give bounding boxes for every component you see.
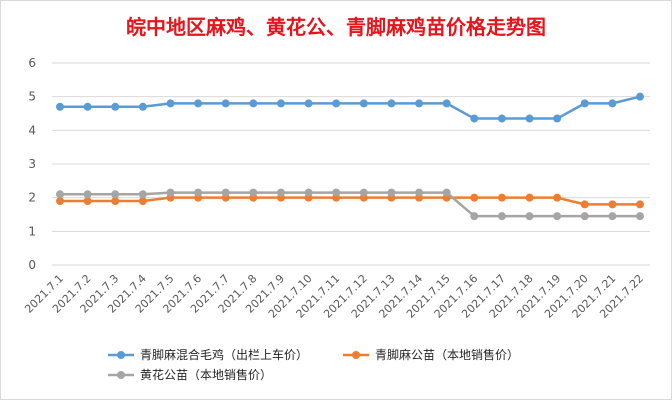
data-point (359, 99, 368, 108)
data-point (497, 193, 506, 202)
data-point (166, 99, 175, 108)
legend-label: 青脚麻公苗（本地销售价） (375, 347, 519, 362)
legend-item: 黄花公苗（本地销售价） (108, 367, 272, 382)
y-tick-label: 2 (28, 191, 36, 205)
y-tick-label: 5 (28, 90, 36, 104)
data-point (470, 193, 479, 202)
data-point (387, 188, 396, 197)
data-point (56, 197, 64, 206)
legend-swatch-marker (117, 371, 125, 379)
data-point (194, 188, 203, 197)
data-point (138, 102, 147, 111)
data-point (553, 212, 562, 221)
data-point (111, 197, 120, 206)
data-point (387, 99, 396, 108)
data-point (304, 188, 313, 197)
legend-label: 青脚麻混合毛鸡（出栏上车价） (140, 347, 308, 362)
data-point (470, 212, 479, 221)
legend-swatch-marker (117, 351, 125, 359)
data-point (580, 99, 589, 108)
data-point (580, 200, 589, 209)
data-point (442, 99, 451, 108)
data-point (497, 212, 506, 221)
data-point (442, 188, 451, 197)
data-point (111, 190, 120, 199)
data-point (415, 188, 424, 197)
data-point (553, 114, 562, 123)
data-point (276, 188, 285, 197)
legend-item: 青脚麻混合毛鸡（出栏上车价） (108, 347, 308, 362)
data-point (194, 99, 203, 108)
data-point (525, 114, 534, 123)
data-point (608, 99, 617, 108)
y-tick-label: 1 (28, 224, 36, 238)
data-point (470, 114, 479, 123)
data-point (580, 212, 589, 221)
data-point (608, 200, 617, 209)
legend: 青脚麻混合毛鸡（出栏上车价） 青脚麻公苗（本地销售价） 黄花公苗（本地销售价） (108, 347, 519, 382)
data-point (304, 99, 313, 108)
data-point (636, 212, 644, 221)
data-point (359, 188, 368, 197)
series-line (60, 196, 640, 206)
series-line (60, 191, 640, 218)
data-point (111, 102, 120, 111)
chart-title: 皖中地区麻鸡、黄花公、青脚麻鸡苗价格走势图 (126, 15, 546, 39)
data-point (636, 200, 644, 209)
legend-item: 青脚麻公苗（本地销售价） (343, 347, 519, 362)
data-point (166, 188, 175, 197)
series-line (60, 95, 641, 120)
data-point (553, 193, 562, 202)
data-point (608, 212, 617, 221)
legend-swatch-marker (352, 351, 360, 359)
data-point (497, 114, 506, 123)
data-point (83, 197, 92, 206)
data-point (221, 99, 230, 108)
data-point (636, 92, 644, 101)
data-point (415, 99, 424, 108)
y-tick-label: 4 (28, 123, 36, 137)
data-point (332, 188, 341, 197)
data-point (525, 193, 534, 202)
data-point (56, 102, 64, 111)
data-point (138, 197, 147, 206)
data-point (332, 99, 341, 108)
grid-layer (52, 62, 650, 266)
series-3 (56, 188, 644, 221)
y-tick-label: 6 (28, 56, 36, 70)
data-point (56, 190, 64, 199)
data-point (525, 212, 534, 221)
y-tick-label: 0 (28, 258, 36, 272)
legend-label: 黄花公苗（本地销售价） (140, 367, 272, 382)
y-axis-ticks: 0 1 2 3 4 5 6 (28, 56, 36, 272)
data-point (83, 102, 92, 111)
data-point (249, 188, 258, 197)
data-point (83, 190, 92, 199)
data-point (138, 190, 147, 199)
data-point (221, 188, 230, 197)
data-point (276, 99, 285, 108)
data-point (249, 99, 258, 108)
y-tick-label: 3 (28, 157, 36, 171)
series-1 (56, 92, 644, 123)
series-layer (56, 92, 644, 221)
